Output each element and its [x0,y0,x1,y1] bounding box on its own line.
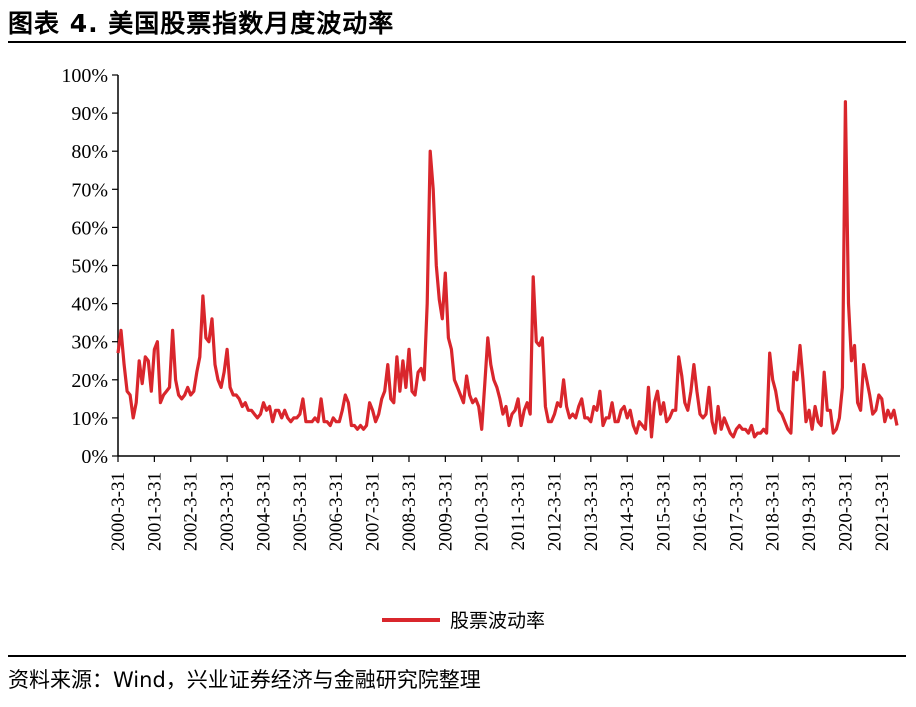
x-tick-label: 2014-3-31 [617,472,638,551]
x-tick-label: 2009-3-31 [435,472,456,551]
x-tick-label: 2016-3-31 [690,472,711,551]
x-tick-label: 2001-3-31 [144,472,165,551]
y-tick-label: 0% [81,446,108,468]
x-tick-label: 2006-3-31 [326,472,347,551]
x-tick-label: 2003-3-31 [217,472,238,551]
x-tick-label: 2021-3-31 [872,472,893,551]
title-divider [8,41,906,43]
x-tick-label: 2010-3-31 [472,472,493,551]
x-tick-label: 2015-3-31 [654,472,675,551]
y-tick-label: 80% [71,141,108,163]
x-tick-label: 2004-3-31 [253,472,274,551]
chart-axes [117,75,900,457]
y-tick-label: 30% [71,332,108,354]
x-tick-label: 2020-3-31 [835,472,856,551]
y-tick-label: 50% [71,256,108,278]
x-tick-label: 2013-3-31 [581,472,602,551]
y-tick-label: 10% [71,408,108,430]
y-tick-label: 60% [71,217,108,239]
source-note: 资料来源：Wind，兴业证券经济与金融研究院整理 [8,668,481,692]
x-tick-label: 2012-3-31 [544,472,565,551]
x-tick-label: 2017-3-31 [726,472,747,551]
x-tick-label: 2011-3-31 [508,472,529,550]
x-tick-label: 2018-3-31 [763,472,784,551]
x-tick-label: 2000-3-31 [108,472,129,551]
x-axis-ticks: 2000-3-31 2001-3-31 2002-3-31 2003-3-31 2004… [108,456,893,551]
y-tick-label: 20% [71,370,108,392]
legend-label-stock-volatility: 股票波动率 [450,610,545,632]
y-tick-label: 40% [71,294,108,316]
x-tick-label: 2007-3-31 [363,472,384,551]
y-tick-label: 90% [71,103,108,125]
x-tick-label: 2005-3-31 [290,472,311,551]
line-chart: 0% 10% 20% 30% 40% 50% 60% 70% 80% 90% 100% 2000-3… [61,65,900,632]
y-tick-label: 70% [71,179,108,201]
y-tick-label: 100% [61,65,108,87]
x-tick-label: 2008-3-31 [399,472,420,551]
figure-title: 图表 4. 美国股票指数月度波动率 [8,9,395,38]
x-tick-label: 2002-3-31 [181,472,202,551]
chart-legend: 股票波动率 [382,610,545,632]
source-divider [8,655,906,657]
x-tick-label: 2019-3-31 [799,472,820,551]
series-line-stock-volatility [116,100,899,439]
series-layer [116,100,899,439]
y-axis-ticks: 0% 10% 20% 30% 40% 50% 60% 70% 80% 90% 100% [61,65,118,468]
